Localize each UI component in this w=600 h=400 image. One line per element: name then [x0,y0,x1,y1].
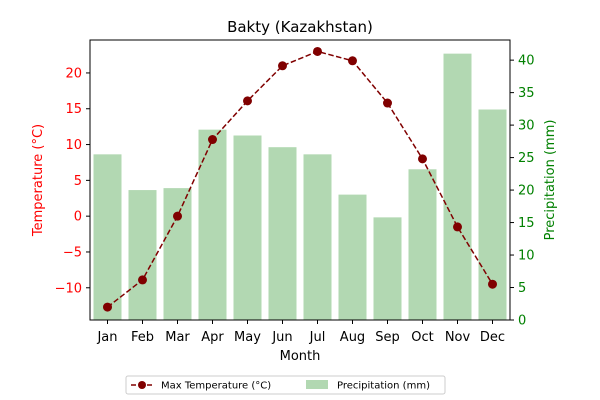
left-tick-label: −10 [55,281,82,296]
left-tick-label: 5 [74,174,82,189]
x-tick-label: Nov [445,330,471,345]
point-jun [278,61,287,71]
right-axis: 0 5 10 15 20 25 30 35 40 [510,54,535,329]
x-tick-label: Oct [411,330,433,345]
right-tick-label: 0 [518,314,526,329]
right-tick-label: 25 [518,151,535,166]
right-axis-title: Precipitation (mm) [543,120,558,241]
x-tick-label: Jun [271,330,292,345]
bar-mar [163,188,192,320]
point-oct [418,154,427,164]
point-apr [208,135,217,145]
bar-aug [338,194,367,320]
legend-frame [125,375,446,395]
x-tick-label: Jan [96,330,117,345]
legend-bar-swatch [306,380,328,389]
bar-apr [198,129,227,320]
legend-marker-swatch [138,381,146,389]
left-tick-label: 10 [65,138,82,153]
right-tick-label: 15 [518,216,535,231]
bar-nov [443,53,472,320]
x-tick-label: Aug [340,330,365,345]
x-axis: Jan Feb Mar Apr May Jun Jul Aug Sep Oct Nov Dec [96,320,505,345]
right-tick-label: 35 [518,86,535,101]
left-tick-label: −5 [63,245,82,260]
x-tick-label: Sep [375,330,400,345]
x-tick-label: Apr [201,330,224,345]
point-aug [348,56,357,66]
left-axis: −10 −5 0 5 10 15 20 [55,66,90,296]
x-tick-label: Dec [480,330,505,345]
x-axis-title: Month [280,349,321,364]
x-tick-label: Mar [165,330,190,345]
x-tick-label: May [234,330,261,345]
point-nov [453,222,462,232]
point-dec [488,279,497,289]
right-tick-label: 5 [518,281,526,296]
right-tick-label: 20 [518,184,535,199]
left-tick-label: 0 [74,210,82,225]
bar-jan [93,154,122,320]
right-tick-label: 10 [518,249,535,264]
point-mar [173,211,182,221]
bar-jul [303,154,332,320]
chart-title: Bakty (Kazakhstan) [227,18,373,36]
bar-oct [408,169,437,320]
left-tick-label: 15 [65,102,82,117]
left-tick-label: 20 [65,66,82,81]
point-feb [138,275,147,285]
bar-may [233,135,262,320]
legend-label-temperature: Max Temperature (°C) [161,381,271,392]
point-jul [313,46,322,56]
temperature-series-line [107,50,494,308]
precipitation-bars [93,53,507,321]
legend: Max Temperature (°C) Precipitation (mm) [125,375,446,395]
legend-label-precipitation: Precipitation (mm) [337,381,430,392]
right-tick-label: 30 [518,119,535,134]
bar-feb [128,190,157,320]
x-tick-label: Feb [131,330,154,345]
temperature-line [103,46,497,312]
x-tick-label: Jul [309,330,326,345]
bar-jun [268,147,297,320]
right-tick-label: 40 [518,54,535,69]
bar-sep [373,217,402,320]
point-sep [383,98,392,108]
point-jan [103,302,112,312]
left-axis-title: Temperature (°C) [31,124,46,237]
point-may [243,96,252,106]
